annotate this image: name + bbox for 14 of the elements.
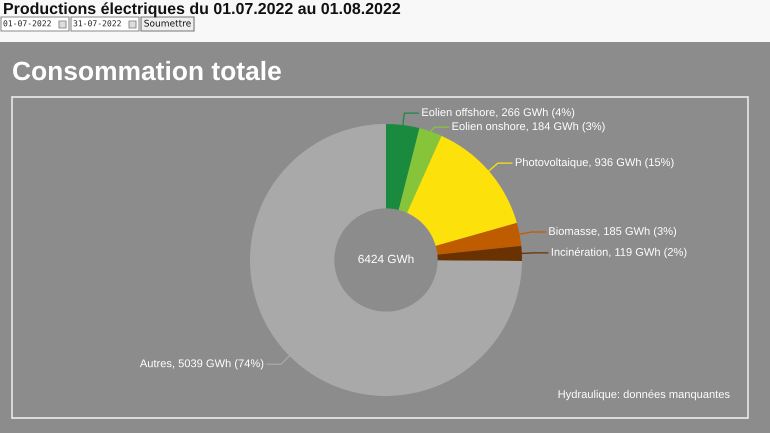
donut-slice	[407, 136, 517, 246]
slice-label: Photovoltaique, 936 GWh (15%)	[516, 158, 674, 168]
text: 6424 GWh	[358, 254, 414, 264]
chart-title: Productions électriques du 01.07.2022 au 01.08.2022	[4, 2, 400, 18]
slice-label: Eolien offshore, 266 GWh (4%)	[422, 108, 574, 118]
text: 31-07-2022	[74, 20, 121, 26]
text: Soumettre	[144, 20, 191, 27]
slice-label: Biomasse, 185 GWh (3%)	[549, 226, 676, 238]
chart-subtitle: Consommation totale	[13, 60, 281, 80]
slice-label: Incinération, 119 GWh (2%)	[552, 248, 686, 258]
slice-label: Eolien onshore, 184 GWh (3%)	[452, 122, 605, 132]
text: 01-07-2022	[4, 20, 51, 26]
text: Hydraulique: données manquantes	[558, 390, 730, 400]
slice-label: Autres, 5039 GWh (74%)	[140, 359, 264, 370]
